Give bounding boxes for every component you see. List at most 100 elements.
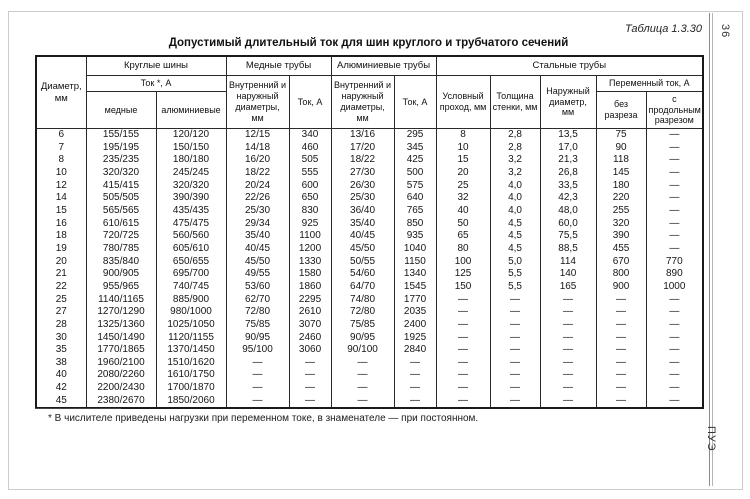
header-copper-tube-current: Ток, А (288, 75, 332, 129)
header-copper: медные (85, 91, 157, 129)
table-cell: 505 (288, 154, 332, 167)
table-cell: — (645, 217, 704, 231)
header-nominal-bore: Условный проход, мм (435, 75, 491, 129)
table-row: 38 1960/2100 1510/1620— — — — — — — — — (35, 356, 704, 370)
table-cell: 235/235 (85, 154, 157, 167)
table-cell: 54/60 (330, 268, 395, 281)
table-cell: 670 (595, 255, 647, 269)
table-row: 21 900/905 695/700 49/55 1580 54/60 1340 125 5,5… (35, 268, 704, 281)
table-cell: 13,5 (539, 128, 597, 142)
table-cell: — (435, 293, 491, 307)
table-cell: — (539, 306, 597, 319)
table-cell: 120/120 (155, 128, 227, 142)
table-cell: — (595, 356, 647, 370)
table-cell: 35 (35, 344, 87, 357)
table-cell: 62/70 (225, 293, 290, 307)
table-cell: 1000 (645, 280, 704, 294)
table-cell: 180 (595, 179, 647, 193)
table-cell: — (330, 394, 395, 409)
table-cell: — (539, 331, 597, 345)
table-cell: — (595, 331, 647, 345)
table-cell: 575 (393, 179, 437, 193)
table-cell: — (645, 154, 704, 167)
table-cell: 33,5 (539, 179, 597, 193)
table-row: 30 1450/1490 1120/1155 90/95 2460 90/95 1925— —… (35, 331, 704, 345)
table-cell: — (489, 394, 541, 409)
table-cell: — (435, 344, 491, 357)
header-diameter: Диаметр, мм (35, 55, 87, 129)
table-cell: 42 (35, 382, 87, 395)
table-cell: 605/610 (155, 242, 227, 256)
header-copper-tubes: Медные трубы (225, 55, 332, 76)
table-cell: 88,5 (539, 242, 597, 256)
table-cell: 75/85 (330, 318, 395, 332)
table-cell: — (595, 382, 647, 395)
table-cell: — (288, 382, 332, 395)
table-cell: 12/15 (225, 128, 290, 142)
table-cell: 90/95 (330, 331, 395, 345)
table-cell: 980/1000 (155, 306, 227, 319)
table-cell: — (489, 382, 541, 395)
table-cell: 75,5 (539, 230, 597, 243)
table-cell: 1860 (288, 280, 332, 294)
table-cell: 40/45 (330, 230, 395, 243)
table-cell: 560/560 (155, 230, 227, 243)
table-cell: 1370/1450 (155, 344, 227, 357)
page-binding-line (709, 13, 713, 486)
table-cell: 90/95 (225, 331, 290, 345)
table-cell: 2035 (393, 306, 437, 319)
table-cell: 4,5 (489, 217, 541, 231)
table-cell: 53/60 (225, 280, 290, 294)
table-row: 40 2080/2260 1610/1750— — — — — — — — — (35, 369, 704, 383)
table-cell: 6 (35, 128, 87, 142)
header-ac-current: Переменный ток, А (595, 75, 704, 92)
table-cell: — (489, 293, 541, 307)
table-cell: 1770 (393, 293, 437, 307)
table-cell: 1325/1360 (85, 318, 157, 332)
table-cell: — (435, 306, 491, 319)
table-cell: 65 (435, 230, 491, 243)
table-cell: — (645, 331, 704, 345)
table-cell: 25 (435, 179, 491, 193)
table-cell: — (595, 318, 647, 332)
table-cell: 425 (393, 154, 437, 167)
table-cell: 1040 (393, 242, 437, 256)
table-cell: 74/80 (330, 293, 395, 307)
table-cell: — (393, 394, 437, 409)
table-cell: 18/22 (225, 166, 290, 180)
table-cell: 1140/1165 (85, 293, 157, 307)
table-cell: 4,5 (489, 230, 541, 243)
table-cell: — (330, 382, 395, 395)
table-cell: 26/30 (330, 179, 395, 193)
table-cell: 50/55 (330, 255, 395, 269)
table-cell: — (489, 331, 541, 345)
table-cell: 40 (35, 369, 87, 383)
table-cell: — (539, 356, 597, 370)
table-cell: 1770/1865 (85, 344, 157, 357)
table-number: Таблица 1.3.30 (624, 23, 702, 35)
footnote: * В числителе приведены нагрузки при пер… (48, 413, 479, 424)
table-cell: 45/50 (225, 255, 290, 269)
table-cell: 600 (288, 179, 332, 193)
table-cell: — (645, 306, 704, 319)
table-cell: 1925 (393, 331, 437, 345)
table-cell: — (645, 230, 704, 243)
table-cell: 32 (435, 192, 491, 205)
current-ratings-table: Диаметр, мм Круглые шины Медные трубы Ал… (35, 55, 705, 410)
table-cell: — (539, 369, 597, 383)
table-cell: 1330 (288, 255, 332, 269)
table-cell: 1270/1290 (85, 306, 157, 319)
table-cell: 780/785 (85, 242, 157, 256)
table-cell: — (435, 394, 491, 409)
table-cell: — (645, 394, 704, 409)
table-cell: — (595, 344, 647, 357)
header-with-slit: с продольным разрезом (645, 91, 704, 129)
table-cell: 835/840 (85, 255, 157, 269)
table-cell: 2380/2670 (85, 394, 157, 409)
table-cell: 2840 (393, 344, 437, 357)
table-cell: — (288, 369, 332, 383)
table-cell: 140 (539, 268, 597, 281)
table-row: 45 2380/2670 1850/2060— — — — — — — — — (35, 394, 704, 409)
table-cell: 1580 (288, 268, 332, 281)
table-cell: 720/725 (85, 230, 157, 243)
